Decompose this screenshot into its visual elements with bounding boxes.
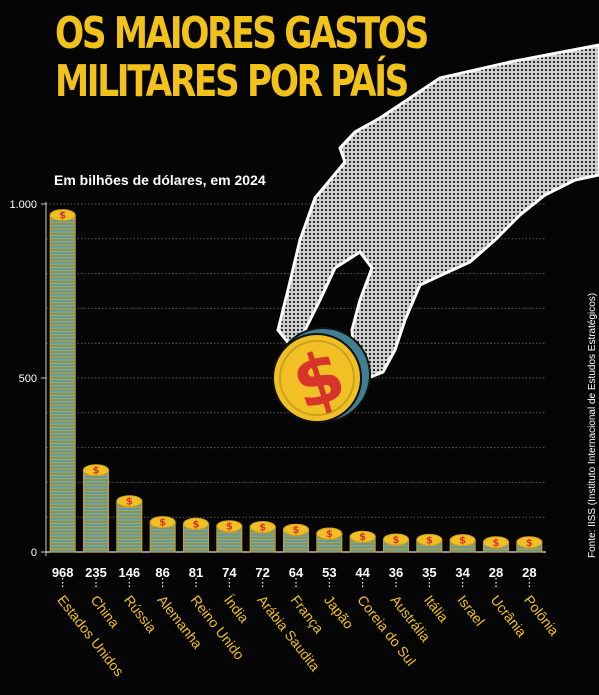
bar-coin-top: [216, 520, 243, 533]
bar-7: $: [249, 520, 276, 553]
label-leader-dots: ⋮: [224, 577, 235, 589]
value-label: 64: [289, 565, 304, 580]
category-label: Rússia: [121, 592, 160, 636]
coin-dollar-icon: $: [126, 497, 133, 508]
value-label: 28: [489, 565, 503, 580]
bar-coin-top: [83, 464, 109, 477]
hand-shape: [276, 43, 599, 380]
bar-coin-top: [183, 517, 209, 530]
bar-body: [49, 214, 76, 553]
y-tick-label: 1.000: [9, 199, 37, 211]
y-tick-label: 0: [31, 547, 37, 559]
label-leader-dots: ⋮: [157, 577, 168, 589]
value-label: 72: [255, 565, 269, 580]
bar-coin-top: [349, 530, 376, 543]
bar-coin-top: [416, 533, 443, 546]
bar-11: $: [383, 533, 409, 553]
label-leader-dots: ⋮: [324, 577, 335, 589]
value-label: 968: [52, 565, 74, 580]
coin-dollar-icon: $: [293, 525, 300, 536]
coin-dollar-icon: $: [359, 532, 366, 543]
bar-13: $: [449, 534, 476, 553]
value-label: 146: [118, 565, 140, 580]
label-leader-dots: ⋮: [524, 577, 535, 589]
bar-body: [83, 469, 109, 553]
bar-3: $: [116, 495, 143, 553]
label-leader-dots: ⋮: [391, 577, 402, 589]
bar-15: $: [516, 536, 543, 553]
label-leader-dots: ⋮: [191, 577, 202, 589]
bar-8: $: [283, 523, 309, 553]
bar-1: $: [49, 209, 76, 553]
value-label: 81: [189, 565, 203, 580]
value-label: 34: [455, 565, 470, 580]
label-leader-dots: ⋮: [357, 577, 368, 589]
coin-face: [272, 333, 362, 423]
source-note: Fonte: IISS (Instituto Internacional de …: [587, 292, 598, 558]
coin-dollar-icon: $: [426, 535, 433, 546]
coin-dollar-icon: $: [193, 519, 200, 530]
coin-inner-ring: [279, 340, 355, 416]
bar-coin-top: [449, 534, 476, 547]
category-label: Itália: [421, 592, 452, 625]
coin-dollar-icon: $: [326, 529, 333, 540]
coin-dollar-icon: $: [526, 538, 533, 549]
label-leader-dots: ⋮: [457, 577, 468, 589]
value-label: 235: [85, 565, 107, 580]
coin-dollar-icon: $: [93, 466, 100, 477]
value-label: 53: [322, 565, 336, 580]
value-label: 86: [155, 565, 169, 580]
coin-dollar-icon: $: [393, 535, 400, 546]
category-label: Índia: [221, 592, 252, 626]
bar-12: $: [416, 533, 443, 553]
bar-coin-top: [249, 520, 276, 533]
bar-10: $: [349, 530, 376, 553]
bar-coin-top: [383, 533, 409, 546]
coin-dollar-icon: $: [493, 538, 500, 549]
chart-subtitle: Em bilhões de dólares, em 2024: [54, 172, 266, 188]
bar-14: $: [483, 536, 509, 553]
label-leader-dots: ⋮: [124, 577, 135, 589]
bar-coin-top: [316, 527, 343, 540]
bar-coin-top: [483, 536, 509, 549]
bar-6: $: [216, 520, 243, 553]
bar-coin-top: [49, 209, 76, 222]
coin-stack-bars: $ $ $ $ $ $ $ $ $ $ $ $ $ $ $: [49, 209, 543, 553]
category-label: Israel: [454, 592, 488, 629]
chart-labels: 968⋮Estados Unidos235⋮China146⋮Rússia86⋮…: [52, 565, 563, 679]
chart-title: OS MAIORES GASTOS MILITARES POR PAÍS: [55, 8, 429, 107]
bar-coin-top: [149, 516, 176, 529]
bar-5: $: [183, 517, 209, 553]
bar-2: $: [83, 464, 109, 553]
coin-dollar-icon: $: [59, 211, 66, 222]
title-line-2: MILITARES POR PAÍS: [55, 56, 409, 107]
coin-dollar-icon: $: [159, 518, 166, 529]
label-leader-dots: ⋮: [491, 577, 502, 589]
bar-coin-top: [116, 495, 143, 508]
coin-dollar-icon: $: [259, 522, 266, 533]
bar-9: $: [316, 527, 343, 553]
bar-4: $: [149, 516, 176, 553]
label-leader-dots: ⋮: [91, 577, 102, 589]
value-label: 36: [389, 565, 403, 580]
bar-coin-top: [283, 523, 309, 536]
value-label: 74: [222, 565, 237, 580]
y-tick-label: 500: [19, 373, 37, 385]
label-leader-dots: ⋮: [57, 577, 68, 589]
label-leader-dots: ⋮: [257, 577, 268, 589]
value-label: 44: [355, 565, 370, 580]
title-line-1: OS MAIORES GASTOS: [55, 8, 429, 59]
bar-coin-top: [516, 536, 543, 549]
label-leader-dots: ⋮: [424, 577, 435, 589]
value-label: 28: [522, 565, 536, 580]
hand-holding-coin-illustration: $: [272, 43, 599, 426]
label-leader-dots: ⋮: [291, 577, 302, 589]
coin-dollar-icon: $: [459, 536, 466, 547]
coin-dollar-icon: $: [226, 522, 233, 533]
value-label: 35: [422, 565, 436, 580]
